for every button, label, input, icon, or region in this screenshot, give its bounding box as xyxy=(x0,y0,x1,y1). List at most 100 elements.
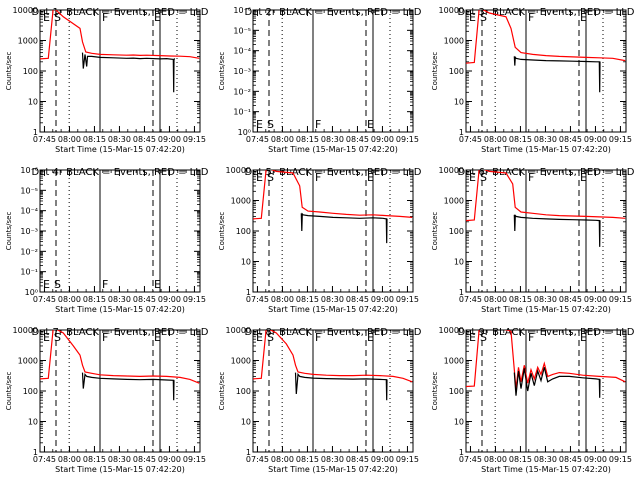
y-tick-label: 10 xyxy=(454,98,464,107)
marker-label: F xyxy=(315,331,321,344)
x-tick-label: 08:00 xyxy=(58,135,81,144)
marker-label: F xyxy=(102,278,108,291)
chart-title: Det 9r BLACK = Events, RED = LLD xyxy=(458,327,635,338)
x-tick-label: 08:00 xyxy=(271,455,294,464)
y-axis-label: Counts/sec xyxy=(5,52,13,91)
marker-label: S xyxy=(54,11,61,24)
series-line-lld xyxy=(466,330,626,389)
x-axis-label: Start Time (15-Mar-15 07:42:20) xyxy=(268,305,398,314)
y-axis-label: Counts/sec xyxy=(218,212,226,251)
marker-label: S xyxy=(54,278,61,291)
y-tick-label: 10⁻² xyxy=(20,247,38,256)
series-line-events xyxy=(513,214,601,247)
marker-label: S xyxy=(54,331,61,344)
x-tick-label: 09:00 xyxy=(158,455,181,464)
y-tick-label: 10⁻³ xyxy=(20,227,38,236)
y-tick-label: 100 xyxy=(236,387,251,396)
y-axis-label: Counts/sec xyxy=(431,52,439,91)
y-tick-label: 100 xyxy=(449,67,464,76)
y-axis-label: Counts/sec xyxy=(5,372,13,411)
y-tick-label: 10⁻³ xyxy=(233,67,251,76)
x-tick-label: 08:15 xyxy=(296,135,319,144)
y-tick-label: 10⁻¹ xyxy=(233,108,251,117)
x-tick-label: 08:45 xyxy=(133,295,156,304)
series-line-events xyxy=(300,212,388,244)
x-tick-label: 08:00 xyxy=(271,295,294,304)
x-tick-label: 09:00 xyxy=(371,295,394,304)
x-tick-label: 09:00 xyxy=(371,135,394,144)
marker-label: E xyxy=(469,11,476,24)
x-tick-label: 08:00 xyxy=(58,295,81,304)
y-tick-label: 1 xyxy=(246,448,251,457)
series-line-events xyxy=(513,367,601,398)
y-axis-label: Counts/sec xyxy=(218,372,226,411)
x-tick-label: 09:00 xyxy=(158,135,181,144)
marker-label: E xyxy=(154,278,161,291)
y-tick-label: 10⁻² xyxy=(233,87,251,96)
chart-title: Det 6r BLACK = Events, RED = LLD xyxy=(458,167,635,178)
y-tick-label: 10 xyxy=(28,418,38,427)
x-tick-label: 07:45 xyxy=(33,295,56,304)
x-tick-label: 09:00 xyxy=(158,295,181,304)
x-tick-label: 08:00 xyxy=(271,135,294,144)
y-tick-label: 1000 xyxy=(18,357,38,366)
marker-label: E xyxy=(154,331,161,344)
x-tick-label: 09:15 xyxy=(396,295,419,304)
x-tick-label: 08:00 xyxy=(484,455,507,464)
series-line-events xyxy=(294,372,388,401)
x-tick-label: 08:45 xyxy=(133,455,156,464)
marker-label: E xyxy=(580,11,587,24)
y-tick-label: 10⁰ xyxy=(25,288,38,297)
y-tick-label: 10⁻¹ xyxy=(20,268,38,277)
y-tick-label: 10 xyxy=(241,418,251,427)
y-tick-label: 10 xyxy=(454,258,464,267)
marker-label: S xyxy=(480,11,487,24)
x-tick-label: 09:15 xyxy=(183,455,206,464)
series-line-lld xyxy=(40,10,200,60)
y-tick-label: 1 xyxy=(33,128,38,137)
y-tick-label: 10⁻⁴ xyxy=(233,47,251,56)
marker-label: F xyxy=(315,171,321,184)
y-tick-label: 10000 xyxy=(439,6,464,15)
y-tick-label: 1000 xyxy=(444,357,464,366)
x-tick-label: 07:45 xyxy=(246,295,269,304)
y-tick-label: 100 xyxy=(23,387,38,396)
x-tick-label: 09:15 xyxy=(183,295,206,304)
x-tick-label: 09:00 xyxy=(584,295,607,304)
x-tick-label: 09:15 xyxy=(609,295,632,304)
y-tick-label: 10⁻⁵ xyxy=(233,26,251,35)
x-tick-label: 08:15 xyxy=(296,455,319,464)
x-axis-label: Start Time (15-Mar-15 07:42:20) xyxy=(268,145,398,154)
series-line-lld xyxy=(466,10,626,64)
y-tick-label: 1000 xyxy=(18,37,38,46)
y-tick-label: 10000 xyxy=(439,326,464,335)
x-tick-label: 07:45 xyxy=(33,455,56,464)
y-tick-label: 10⁰ xyxy=(238,128,251,137)
x-tick-label: 07:45 xyxy=(246,135,269,144)
chart-title: Det 3r BLACK = Events, RED = LLD xyxy=(458,7,635,18)
y-axis-label: Counts/sec xyxy=(431,212,439,251)
x-axis-label: Start Time (15-Mar-15 07:42:20) xyxy=(268,465,398,474)
x-axis-label: Start Time (15-Mar-15 07:42:20) xyxy=(55,305,185,314)
chart-title: Det 7r BLACK = Events, RED = LLD xyxy=(32,327,209,338)
x-tick-label: 08:30 xyxy=(108,135,131,144)
y-tick-label: 100 xyxy=(236,227,251,236)
y-axis-label: Counts/sec xyxy=(5,212,13,251)
chart-title: Det 2r BLACK = Events, RED = LLD xyxy=(245,7,422,18)
x-tick-label: 09:00 xyxy=(584,455,607,464)
marker-label: E xyxy=(469,171,476,184)
marker-label: E xyxy=(256,118,263,131)
series-line-lld xyxy=(253,170,413,220)
x-tick-label: 08:45 xyxy=(559,135,582,144)
y-tick-label: 1000 xyxy=(444,197,464,206)
x-tick-label: 08:30 xyxy=(321,295,344,304)
x-tick-label: 08:30 xyxy=(321,135,344,144)
y-tick-label: 100 xyxy=(449,387,464,396)
marker-label: E xyxy=(256,171,263,184)
y-tick-label: 10000 xyxy=(13,326,38,335)
